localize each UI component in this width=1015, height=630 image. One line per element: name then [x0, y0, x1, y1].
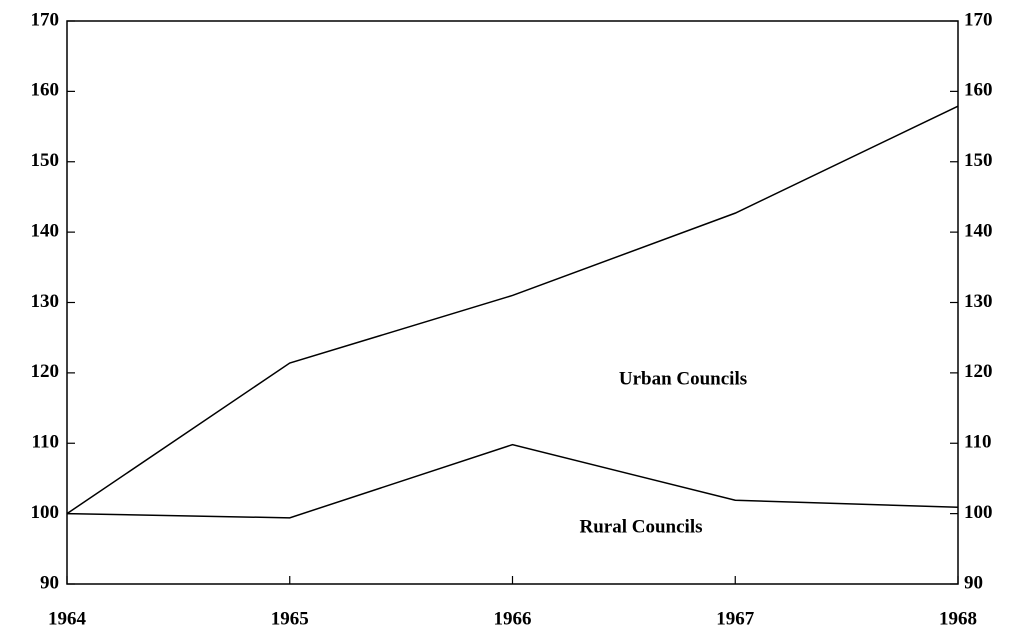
- series-label: Urban Councils: [619, 368, 747, 389]
- series-label: Rural Councils: [580, 516, 703, 537]
- y-tick-label: 170: [31, 9, 60, 30]
- y2-tick-label: 150: [964, 150, 993, 171]
- y2-tick-label: 90: [964, 572, 983, 593]
- y2-tick-label: 140: [964, 220, 993, 241]
- y-tick-label: 110: [32, 432, 59, 453]
- plot-frame: [66, 20, 959, 585]
- x-tick-label: 1968: [939, 608, 977, 629]
- series-line: [66, 443, 959, 519]
- x-tick-label: 1964: [48, 608, 87, 629]
- x-tick-label: 1967: [716, 608, 755, 629]
- y-tick-label: 90: [40, 572, 59, 593]
- y2-tick-label: 110: [964, 432, 991, 453]
- y2-tick-label: 130: [964, 291, 993, 312]
- series-line: [66, 105, 959, 515]
- y-tick-label: 100: [31, 502, 60, 523]
- y-tick-label: 160: [31, 80, 60, 101]
- y2-tick-label: 170: [964, 9, 993, 30]
- y-tick-label: 150: [31, 150, 60, 171]
- x-tick-label: 1966: [494, 608, 532, 629]
- x-tick-label: 1965: [271, 608, 309, 629]
- y2-tick-label: 120: [964, 361, 993, 382]
- y-tick-label: 120: [31, 361, 60, 382]
- y2-tick-label: 160: [964, 80, 993, 101]
- y-tick-label: 130: [31, 291, 60, 312]
- y2-tick-label: 100: [964, 502, 993, 523]
- y-tick-label: 140: [31, 220, 60, 241]
